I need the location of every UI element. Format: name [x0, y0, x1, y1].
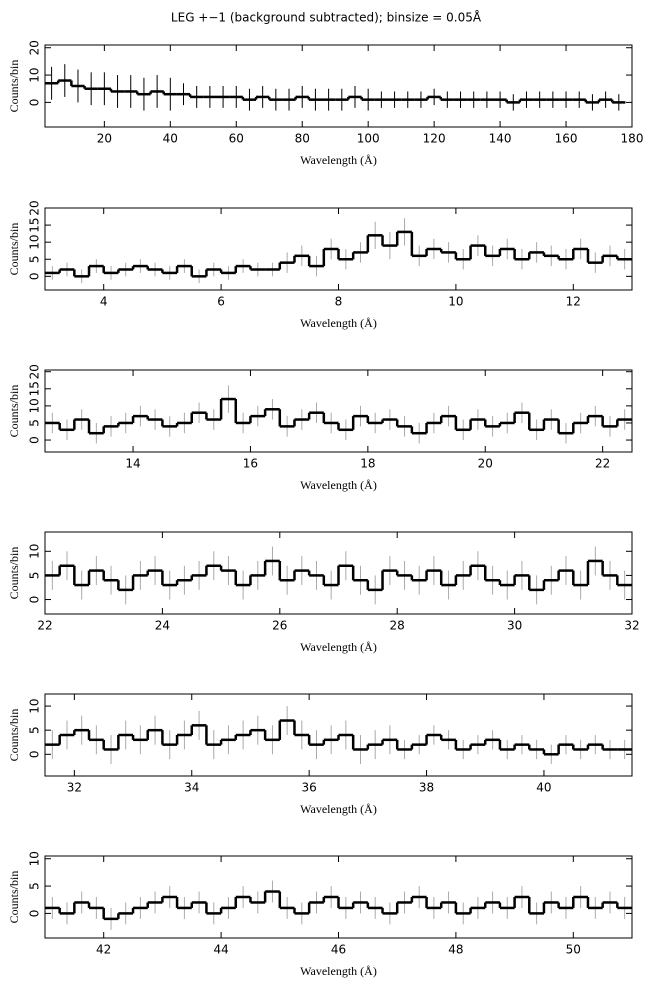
plot-area	[45, 218, 632, 284]
x-tick-label: 48	[448, 943, 463, 957]
x-tick-label: 42	[96, 943, 111, 957]
x-tick-label: 44	[213, 943, 228, 957]
y-tick-label: 15	[28, 381, 42, 396]
x-tick-label: 26	[272, 619, 287, 633]
y-tick-label: 5	[28, 255, 42, 263]
x-tick-label: 80	[295, 132, 310, 146]
plot-frame	[44, 531, 633, 615]
x-tick-label: 8	[335, 295, 343, 309]
x-tick-label: 120	[423, 132, 446, 146]
x-tick-label: 46	[331, 943, 346, 957]
x-tick-label: 14	[125, 457, 140, 471]
step-connector	[58, 720, 604, 755]
y-tick-label: 5	[28, 572, 42, 580]
chart-title: LEG +−1 (background subtracted); binsize…	[171, 10, 482, 25]
x-tick-label: 22	[595, 457, 610, 471]
x-axis-label: Wavelength (Å)	[300, 153, 377, 167]
x-tick-label: 10	[448, 295, 463, 309]
x-tick-label: 36	[302, 781, 317, 795]
x-tick-label: 160	[555, 132, 578, 146]
y-tick-label: 0	[28, 273, 42, 281]
y-tick-label: 20	[28, 200, 42, 215]
panel	[45, 218, 632, 284]
y-tick-label: 0	[28, 596, 42, 604]
x-axis-label: Wavelength (Å)	[300, 640, 377, 654]
x-tick-label: 20	[478, 457, 493, 471]
x-tick-label: 140	[489, 132, 512, 146]
y-axis-label: Counts/bin	[7, 60, 21, 113]
y-tick-label: 20	[28, 40, 42, 55]
x-tick-label: 32	[67, 781, 82, 795]
plot-area	[45, 64, 626, 111]
x-tick-label: 38	[419, 781, 434, 795]
x-tick-label: 50	[566, 943, 581, 957]
y-tick-label: 0	[28, 910, 42, 918]
x-tick-label: 12	[566, 295, 581, 309]
y-axis-label: Counts/bin	[7, 709, 21, 762]
panel	[45, 880, 632, 930]
y-tick-label: 5	[28, 882, 42, 890]
x-tick-label: 100	[357, 132, 380, 146]
x-tick-label: 28	[390, 619, 405, 633]
y-tick-label: 10	[28, 398, 42, 413]
x-tick-label: 40	[163, 132, 178, 146]
plot-frame	[44, 369, 633, 453]
panel	[45, 546, 632, 605]
x-tick-label: 24	[155, 619, 170, 633]
x-axis-label: Wavelength (Å)	[300, 964, 377, 978]
y-axis-label: Counts/bin	[7, 385, 21, 438]
y-tick-label: 10	[28, 544, 42, 559]
y-axis-label: Counts/bin	[7, 871, 21, 924]
y-tick-label: 0	[28, 436, 42, 444]
x-tick-label: 20	[97, 132, 112, 146]
y-tick-label: 10	[28, 235, 42, 250]
plot-area	[45, 385, 632, 444]
x-tick-label: 30	[507, 619, 522, 633]
y-axis-label: Counts/bin	[7, 547, 21, 600]
panel	[45, 706, 632, 764]
y-tick-label: 5	[28, 726, 42, 734]
y-tick-label: 5	[28, 419, 42, 427]
x-axis-label: Wavelength (Å)	[300, 478, 377, 492]
step-connector	[58, 891, 619, 919]
y-tick-label: 10	[28, 698, 42, 713]
step-connector	[58, 560, 619, 590]
x-tick-label: 32	[624, 619, 639, 633]
x-axis-label: Wavelength (Å)	[300, 802, 377, 816]
step-connector	[58, 399, 619, 434]
x-tick-label: 60	[229, 132, 244, 146]
step-connector	[58, 231, 619, 277]
plot-area	[45, 706, 632, 764]
y-tick-label: 15	[28, 217, 42, 232]
x-tick-label: 16	[243, 457, 258, 471]
x-tick-label: 34	[184, 781, 199, 795]
x-tick-label: 180	[621, 132, 644, 146]
x-tick-label: 6	[217, 295, 225, 309]
x-tick-label: 22	[37, 619, 52, 633]
plot-area	[45, 546, 632, 605]
panel	[45, 64, 626, 111]
y-axis-label: Counts/bin	[7, 223, 21, 276]
y-tick-label: 10	[28, 67, 42, 82]
y-tick-label: 20	[28, 364, 42, 379]
plot-frame	[44, 693, 633, 777]
y-tick-label: 0	[28, 750, 42, 758]
y-tick-label: 0	[28, 99, 42, 107]
x-tick-label: 4	[100, 295, 108, 309]
plot-frame	[44, 44, 633, 128]
panel	[45, 385, 632, 444]
x-tick-label: 18	[360, 457, 375, 471]
y-tick-label: 10	[28, 851, 42, 866]
x-axis-label: Wavelength (Å)	[300, 316, 377, 330]
plot-area	[45, 880, 632, 930]
x-tick-label: 40	[536, 781, 551, 795]
